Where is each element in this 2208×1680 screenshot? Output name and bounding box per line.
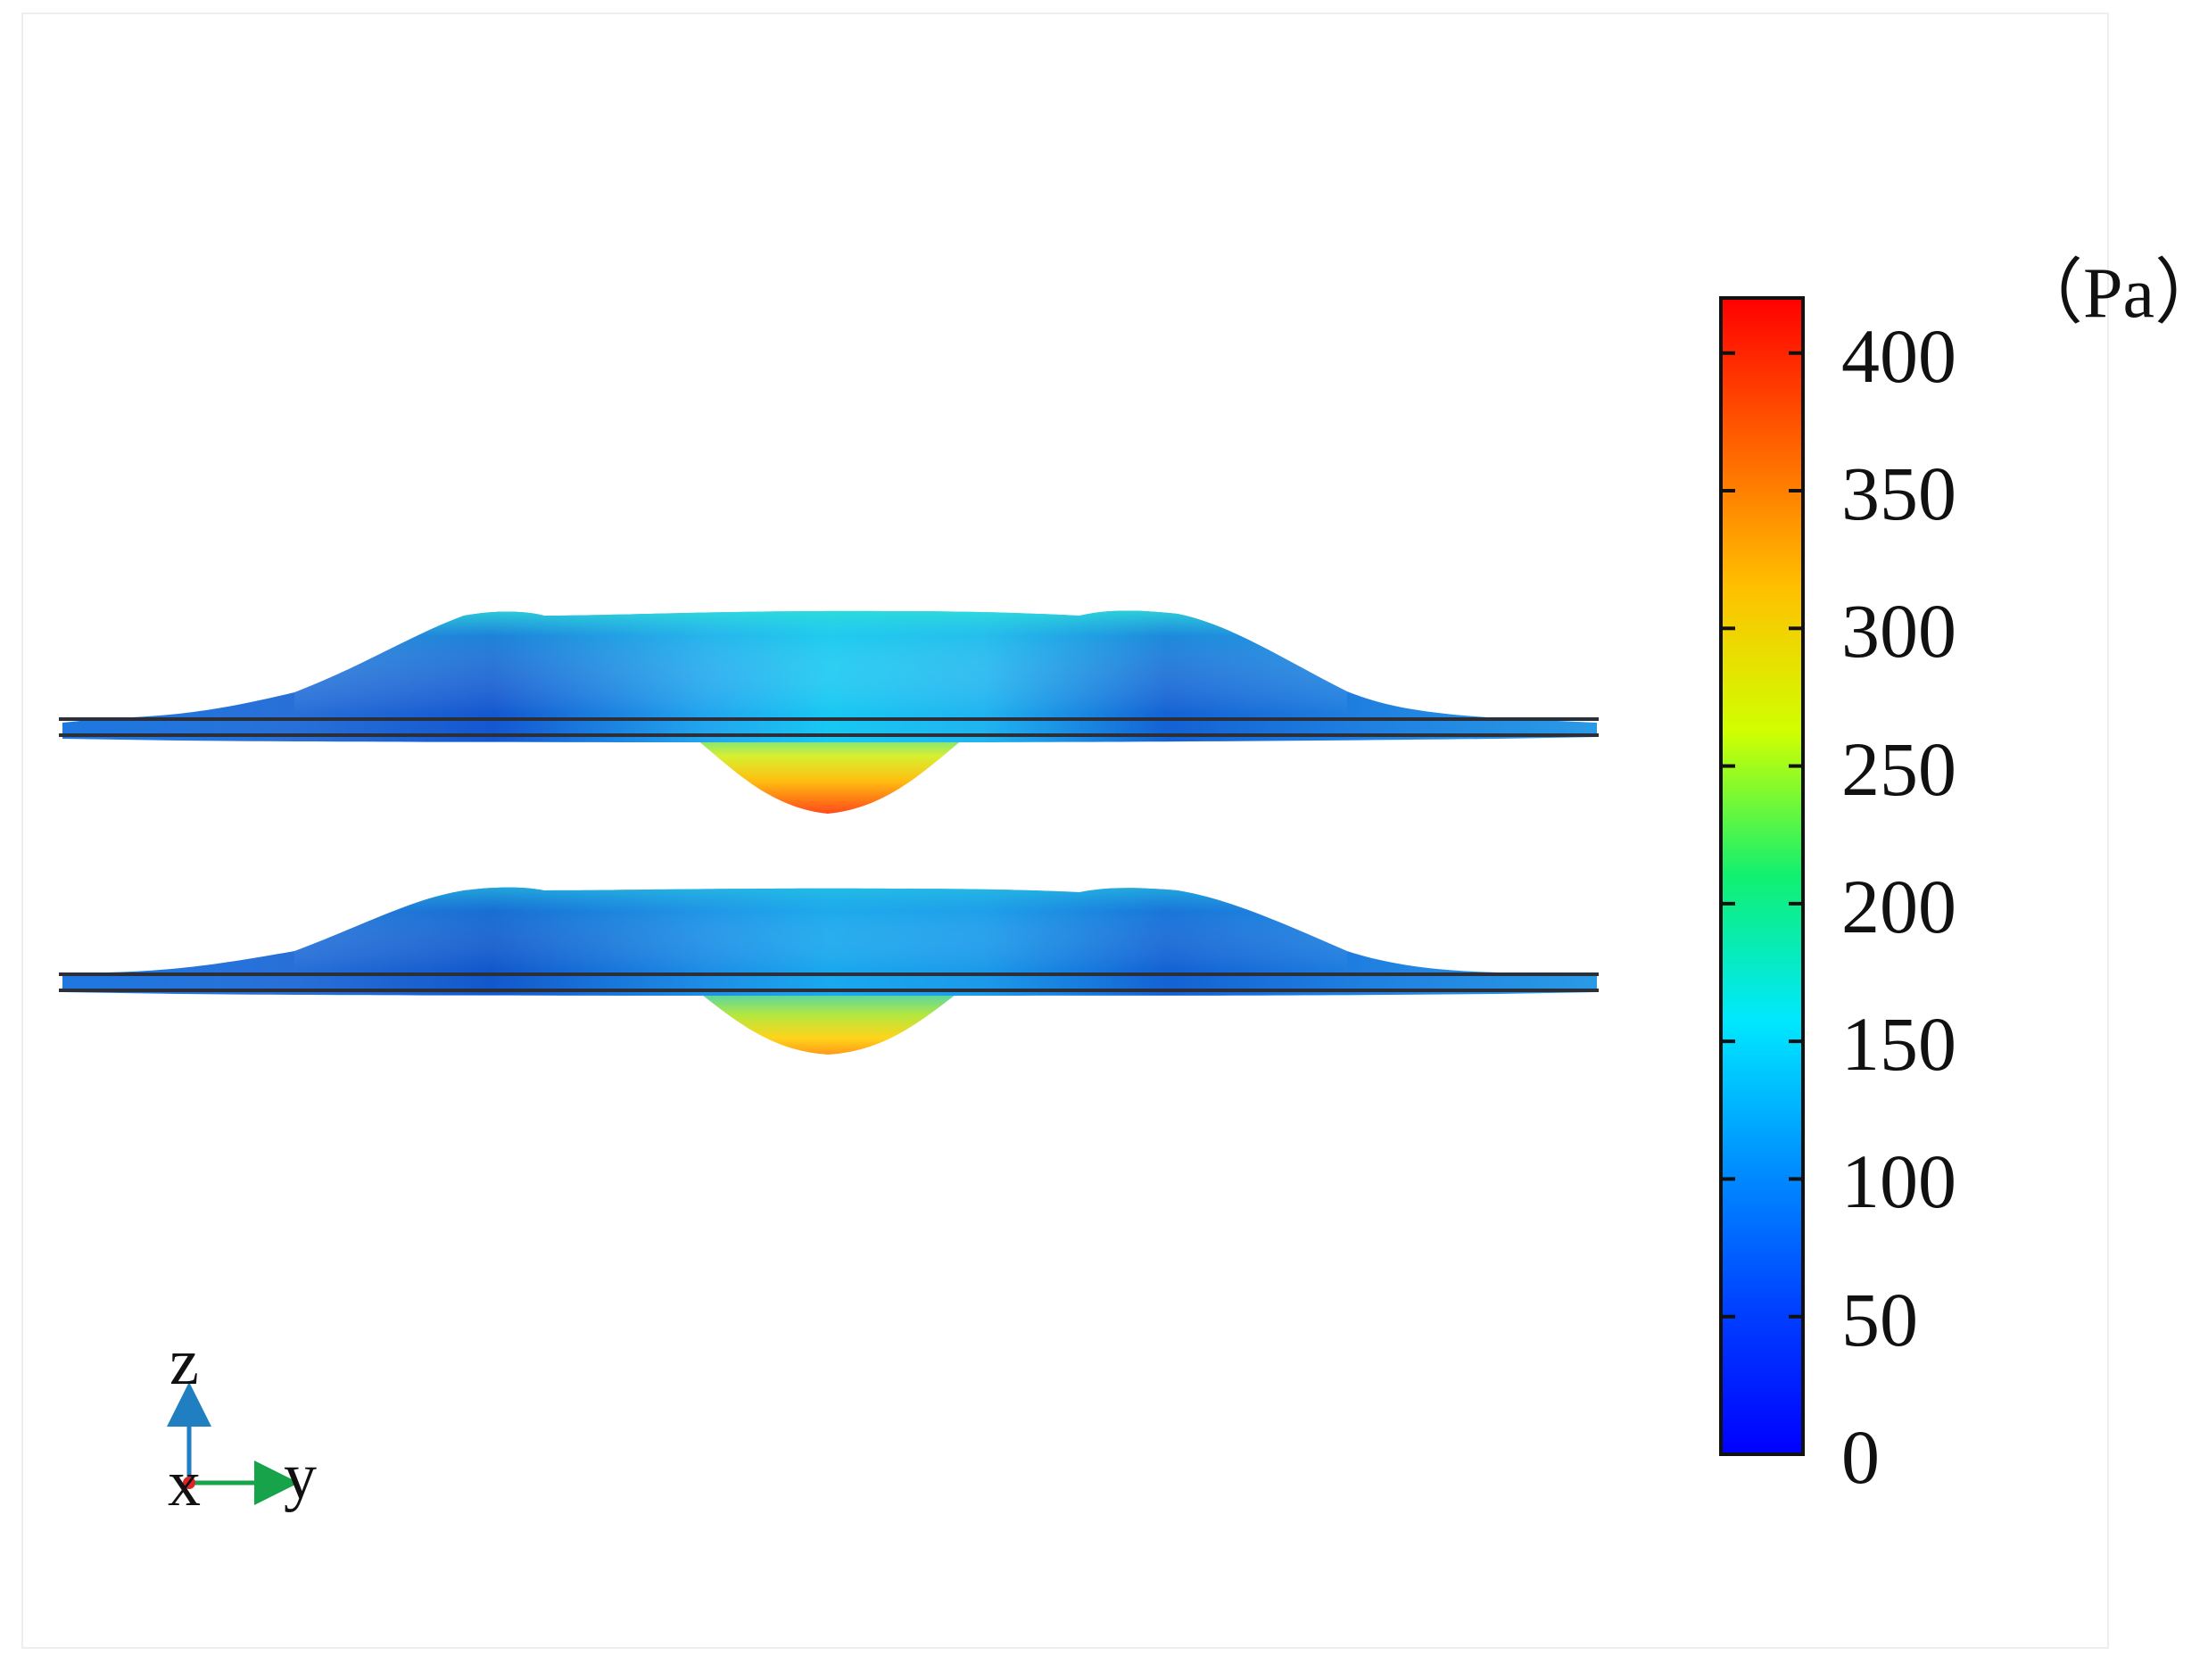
lower-bump-sheen <box>294 887 1347 969</box>
colorbar-tick-label: 200 <box>1841 863 1956 949</box>
colorbar-tick-label: 400 <box>1841 312 1956 399</box>
x-axis-label: x <box>168 1447 201 1520</box>
colorbar-ticks <box>1721 351 1803 1456</box>
colorbar-tick-label: 50 <box>1841 1276 1918 1362</box>
colorbar-tick-label: 100 <box>1841 1138 1956 1225</box>
y-axis-label: y <box>284 1440 317 1513</box>
colorbar-tick-label: 250 <box>1841 725 1956 812</box>
axes-triad <box>167 1382 299 1505</box>
upper-lobe <box>687 732 972 814</box>
colorbar-tick-label: 0 <box>1841 1414 1880 1500</box>
z-axis-label: z <box>170 1326 199 1399</box>
render-viewport[interactable] <box>21 12 2109 1649</box>
colorbar <box>1719 296 1805 1456</box>
colorbar-tick-label: 350 <box>1841 451 1956 536</box>
upper-structure <box>59 610 1599 814</box>
lower-lobe <box>694 989 963 1055</box>
lower-structure <box>59 887 1599 1055</box>
colorbar-tick-label: 150 <box>1841 1001 1956 1088</box>
colorbar-unit-label: （Pa） <box>2012 254 2208 333</box>
upper-bump-sheen <box>294 610 1347 714</box>
colorbar-gradient <box>1719 296 1805 1456</box>
colorbar-tick-label: 300 <box>1841 588 1956 674</box>
x-axis-marker <box>183 1477 195 1489</box>
